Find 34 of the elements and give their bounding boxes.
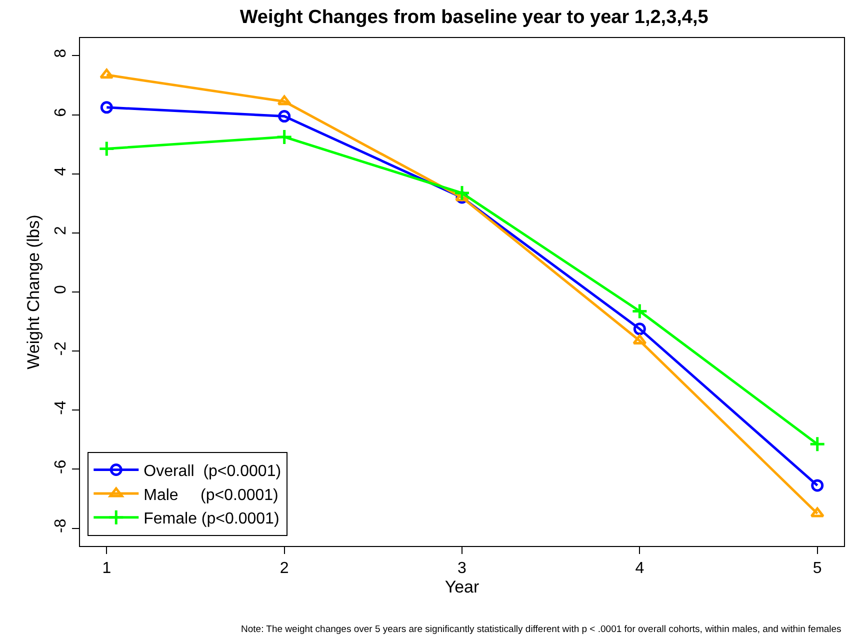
y-tick-label: 2 [52, 226, 70, 235]
x-tick-label: 4 [635, 560, 644, 578]
legend-label: Male (p<0.0001) [144, 486, 278, 504]
point [810, 507, 824, 518]
y-tick-label: -6 [52, 460, 70, 474]
point [276, 128, 293, 146]
y-tick-label: 8 [52, 48, 70, 58]
x-tick-label: 2 [280, 560, 289, 578]
x-tick-label: 3 [458, 560, 467, 578]
point [98, 140, 115, 158]
legend-label: Overall (p<0.0001) [144, 462, 282, 480]
x-axis-title: Year [444, 578, 480, 597]
y-tick-label: -2 [52, 341, 70, 356]
point [100, 68, 114, 79]
y-tick-label: 6 [52, 108, 70, 117]
legend-label: Female (p<0.0001) [144, 510, 280, 528]
y-axis-title: Weight Change (lbs) [24, 214, 44, 370]
point [454, 184, 470, 202]
chart-title: Weight Changes from baseline year to year 1,2,3,4,5 [240, 6, 709, 28]
point [631, 302, 648, 320]
point [809, 436, 826, 452]
y-tick-label: -8 [52, 518, 70, 533]
point [277, 95, 292, 106]
y-tick-label: 0 [52, 285, 70, 294]
point [100, 101, 113, 114]
point [633, 322, 646, 336]
x-tick-label: 1 [102, 560, 112, 578]
point [811, 479, 824, 492]
y-tick-label: 4 [52, 166, 70, 176]
point [278, 110, 291, 123]
y-tick-label: -4 [52, 400, 70, 415]
text: Note: The weight changes over 5 years are significantly statistically different with p < .0001 for overall cohorts, within males, and within females [241, 624, 842, 635]
point [632, 334, 647, 344]
x-tick-label: 5 [812, 560, 822, 578]
